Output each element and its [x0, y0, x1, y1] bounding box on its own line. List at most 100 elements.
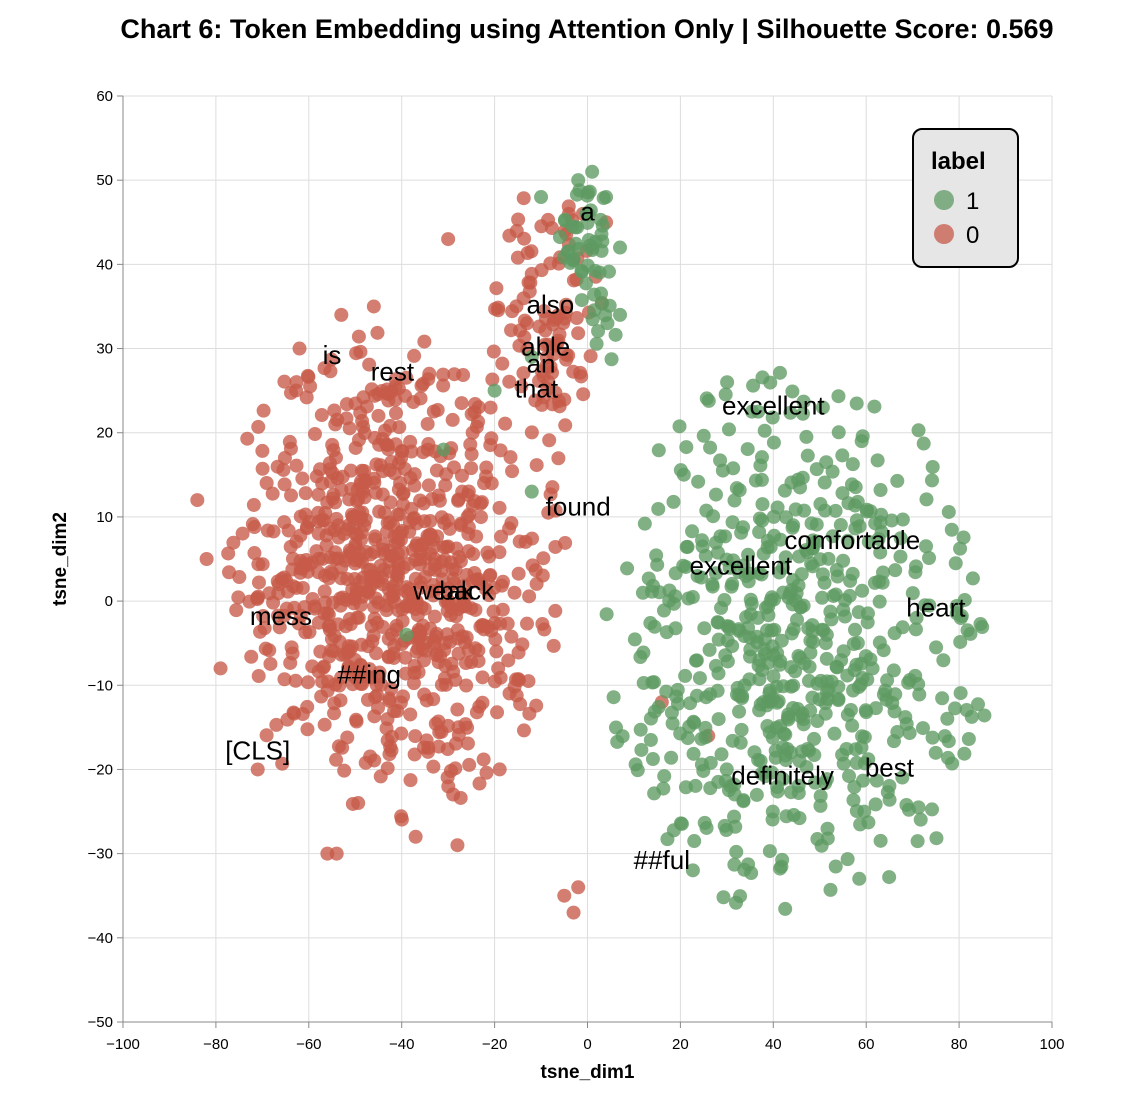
y-tick-label: 20 [96, 425, 113, 442]
data-point-label-1 [694, 731, 709, 746]
data-point-label-0 [425, 491, 440, 506]
data-point-label-0 [409, 538, 424, 553]
data-point-label-0 [369, 646, 384, 661]
data-point-label-0 [450, 631, 465, 646]
data-point-label-0 [407, 348, 422, 363]
data-point-label-0 [536, 551, 551, 566]
data-point-label-0 [277, 672, 292, 687]
data-point-label-1 [890, 473, 905, 488]
data-point-label-1 [645, 752, 660, 767]
data-point-label-0 [240, 431, 255, 446]
data-point-label-0 [354, 637, 369, 652]
data-point-label-0 [251, 669, 266, 684]
data-point-label-0 [271, 586, 286, 601]
data-point-label-1 [734, 525, 749, 540]
data-point-label-1 [830, 569, 845, 584]
token-label: is [323, 340, 342, 370]
data-point-label-1 [744, 596, 759, 611]
data-point-label-1 [606, 690, 621, 705]
data-point-label-0 [314, 689, 329, 704]
data-point-label-1 [727, 493, 742, 508]
data-point-label-0 [428, 647, 443, 662]
data-point-label-1 [925, 802, 940, 817]
data-point-label-0 [440, 742, 455, 757]
data-point-label-0 [534, 219, 549, 234]
data-point-label-0 [333, 591, 348, 606]
data-point-label-1 [813, 798, 828, 813]
data-point-label-1 [835, 448, 850, 463]
data-point-label-0 [438, 478, 453, 493]
data-point-label-1 [754, 472, 769, 487]
data-point-label-0 [354, 463, 369, 478]
legend-title: label [931, 148, 986, 175]
data-point-label-0 [443, 763, 458, 778]
data-point-label-1 [845, 718, 860, 733]
data-point-label-0 [251, 557, 266, 572]
data-point-label-0 [266, 524, 281, 539]
data-point-label-1 [688, 653, 703, 668]
data-point-label-0 [265, 486, 280, 501]
data-point-label-0 [436, 378, 451, 393]
data-point-label-0 [317, 361, 332, 376]
data-point-label-0 [277, 450, 292, 465]
data-point-label-0 [332, 634, 347, 649]
data-point-label-0 [402, 599, 417, 614]
data-point-label-1 [961, 731, 976, 746]
data-point-label-0 [355, 414, 370, 429]
x-tick-label: −100 [106, 1036, 140, 1053]
data-point-label-0 [263, 656, 278, 671]
data-point-label-1 [792, 549, 807, 564]
token-label: that [515, 374, 559, 404]
data-point-label-1 [697, 621, 712, 636]
data-point-label-1 [805, 690, 820, 705]
data-point-label-1 [595, 218, 610, 233]
data-point-label-0 [376, 562, 391, 577]
data-point-label-1 [828, 587, 843, 602]
data-point-label-0 [473, 510, 488, 525]
data-point-label-1 [679, 440, 694, 455]
data-point-label-1 [772, 565, 787, 580]
token-label: rest [371, 357, 415, 387]
data-point-label-1 [759, 698, 774, 713]
data-point-label-1 [857, 804, 872, 819]
x-tick-label: −40 [389, 1036, 414, 1053]
data-point-label-1 [922, 551, 937, 566]
data-point-label-0 [256, 403, 271, 418]
data-point-label-1 [963, 626, 978, 641]
data-point-label-0 [251, 419, 266, 434]
data-point-label-1 [688, 778, 703, 793]
data-point-label-0 [368, 690, 383, 705]
data-point-label-0 [511, 673, 526, 688]
data-point-label-0 [505, 464, 520, 479]
data-point-label-0 [557, 888, 572, 903]
data-point-label-1 [766, 509, 781, 524]
data-point-label-1 [783, 405, 798, 420]
data-point-label-0 [552, 327, 567, 342]
data-point-label-0 [351, 329, 366, 344]
data-point-label-1 [487, 383, 502, 398]
y-tick-label: 60 [96, 88, 113, 105]
data-point-label-0 [229, 603, 244, 618]
data-point-label-0 [297, 600, 312, 615]
data-point-label-0 [559, 297, 574, 312]
data-point-label-0 [394, 444, 409, 459]
x-tick-label: 80 [951, 1036, 968, 1053]
data-point-label-1 [840, 533, 855, 548]
data-point-label-0 [507, 585, 522, 600]
data-point-label-0 [484, 431, 499, 446]
data-point-label-1 [831, 679, 846, 694]
data-point-label-0 [327, 696, 342, 711]
data-point-label-0 [255, 443, 270, 458]
data-point-label-1 [924, 473, 939, 488]
data-point-label-1 [764, 623, 779, 638]
data-point-label-1 [803, 703, 818, 718]
data-point-label-1 [732, 483, 747, 498]
data-point-label-1 [953, 541, 968, 556]
data-point-label-0 [511, 566, 526, 581]
x-tick-label: 100 [1039, 1036, 1064, 1053]
data-point-label-0 [364, 572, 379, 587]
data-point-label-0 [413, 391, 428, 406]
data-point-label-1 [847, 780, 862, 795]
data-point-label-0 [417, 687, 432, 702]
data-point-label-1 [872, 594, 887, 609]
